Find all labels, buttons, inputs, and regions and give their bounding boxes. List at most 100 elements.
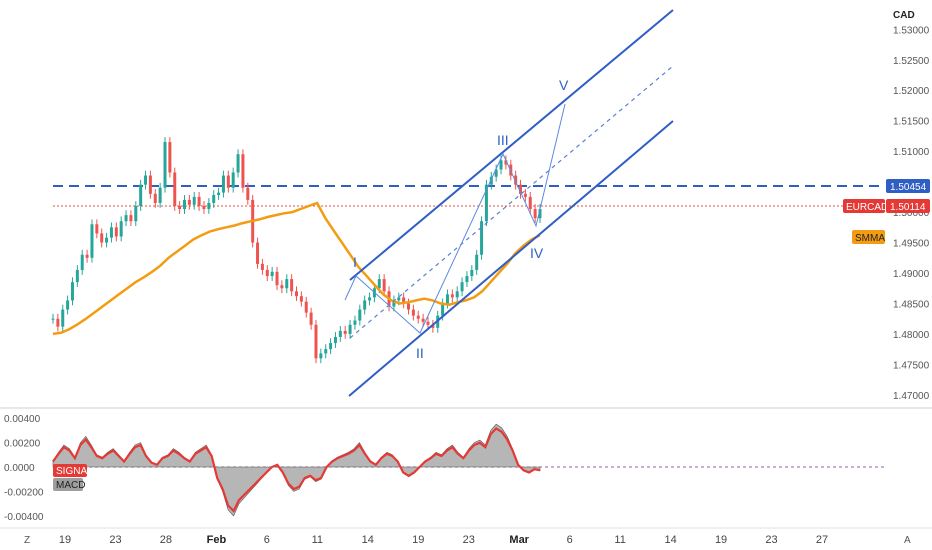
- price-candle: [460, 282, 464, 292]
- y-tick-label: 1.47500: [893, 360, 930, 371]
- price-candle: [246, 187, 250, 200]
- price-candle: [290, 279, 294, 292]
- price-candle: [85, 254, 89, 258]
- price-candle: [221, 175, 225, 193]
- price-candle: [489, 176, 493, 185]
- price-candle: [523, 193, 527, 197]
- price-candle: [280, 285, 284, 289]
- price-candle: [470, 269, 474, 277]
- macd-tick-label: 0.00200: [4, 439, 41, 450]
- dashed-level-tag: [886, 179, 930, 193]
- price-candle: [314, 324, 318, 359]
- signal-line: [52, 427, 541, 513]
- price-candle: [533, 209, 537, 219]
- y-tick-label: 1.51000: [893, 147, 930, 158]
- wave-label-i: I: [353, 254, 357, 270]
- smma-tag: [852, 230, 885, 244]
- elliott-wave-path: [344, 103, 566, 334]
- price-candle: [114, 227, 118, 237]
- x-tick-label: Mar: [509, 534, 529, 546]
- price-candle: [368, 297, 372, 301]
- price-candle: [338, 330, 342, 337]
- price-candle: [528, 196, 532, 210]
- channel-upper-line: [349, 9, 674, 281]
- price-candle: [377, 279, 381, 289]
- macd-tick-label: 0.00400: [4, 414, 41, 425]
- corner-left-label[interactable]: Z: [24, 535, 30, 546]
- price-candle: [168, 142, 172, 173]
- price-candle: [265, 269, 269, 277]
- price-candle: [207, 202, 211, 210]
- price-candle: [124, 215, 128, 222]
- macd-label: MACD: [56, 480, 85, 491]
- x-tick-label: Feb: [207, 534, 227, 546]
- price-candle: [163, 142, 167, 188]
- price-candle: [392, 300, 396, 307]
- price-candle: [105, 237, 109, 243]
- y-tick-label: 1.53000: [893, 25, 930, 36]
- wave-label-v: V: [559, 77, 569, 93]
- price-candle: [178, 206, 182, 210]
- price-candle: [319, 353, 323, 359]
- x-tick-label: 11: [614, 534, 625, 546]
- price-candle: [51, 318, 55, 320]
- price-candle: [158, 187, 162, 203]
- price-candle: [109, 227, 113, 238]
- price-candle: [295, 291, 298, 297]
- price-candle: [484, 184, 488, 222]
- price-candle: [241, 154, 245, 188]
- y-tick-label: 1.48000: [893, 330, 930, 341]
- price-candle: [61, 309, 65, 327]
- price-candle: [402, 297, 406, 304]
- price-candle: [441, 303, 445, 316]
- macd-series: [52, 423, 541, 517]
- price-candle: [260, 263, 264, 270]
- price-series: [51, 137, 542, 364]
- y-tick-label: 1.48500: [893, 299, 930, 310]
- price-candle: [70, 282, 74, 301]
- price-candle: [309, 312, 313, 325]
- x-tick-label: 28: [160, 534, 172, 546]
- price-candle: [353, 320, 357, 325]
- symbol-tag: [843, 199, 885, 213]
- macd-histogram: [52, 423, 541, 517]
- price-candle: [153, 193, 157, 203]
- macd-tick-label: 0.0000: [4, 463, 35, 474]
- price-candle: [416, 315, 420, 319]
- x-tick-label: 23: [463, 534, 475, 546]
- last-price-value: 1.50114: [890, 202, 926, 213]
- price-candle: [56, 318, 60, 327]
- price-candle: [212, 195, 216, 203]
- price-candle: [197, 196, 201, 206]
- corner-right-label[interactable]: A: [904, 535, 911, 546]
- price-candle: [75, 269, 79, 283]
- symbol-label: EURCAD: [846, 202, 888, 213]
- price-candle: [504, 160, 508, 165]
- price-candle: [129, 215, 133, 222]
- x-tick-label: 14: [362, 534, 374, 546]
- price-candle: [450, 294, 454, 298]
- currency-label: CAD: [893, 10, 915, 21]
- wave-label-ii: II: [416, 345, 424, 361]
- channel-mid-line: [349, 65, 674, 339]
- price-candle: [514, 175, 518, 185]
- price-candle: [299, 296, 303, 302]
- price-candle: [445, 294, 449, 304]
- dashed-level-value: 1.50454: [890, 182, 927, 193]
- y-axis: 1.53000 1.52500 1.52000 1.51500 1.51000 1.500…: [893, 25, 930, 402]
- x-tick-label: 14: [664, 534, 676, 546]
- x-axis: 19 23 28 Feb 6 11 14 19 23 Mar 6 11 14 19 23 27: [59, 534, 828, 546]
- wave-label-iii: III: [497, 132, 509, 148]
- price-candle: [231, 172, 235, 188]
- price-candle: [285, 279, 289, 289]
- x-tick-label: 6: [567, 534, 573, 546]
- macd-y-axis: 0.00400 0.00200 0.0000 -0.00200 -0.00400: [4, 414, 44, 523]
- price-candle: [192, 196, 196, 205]
- price-candle: [90, 224, 94, 258]
- price-candle: [202, 206, 206, 210]
- price-candle: [134, 206, 138, 222]
- price-candle: [333, 336, 337, 344]
- price-candle: [95, 224, 99, 234]
- macd-tick-label: -0.00200: [4, 487, 44, 498]
